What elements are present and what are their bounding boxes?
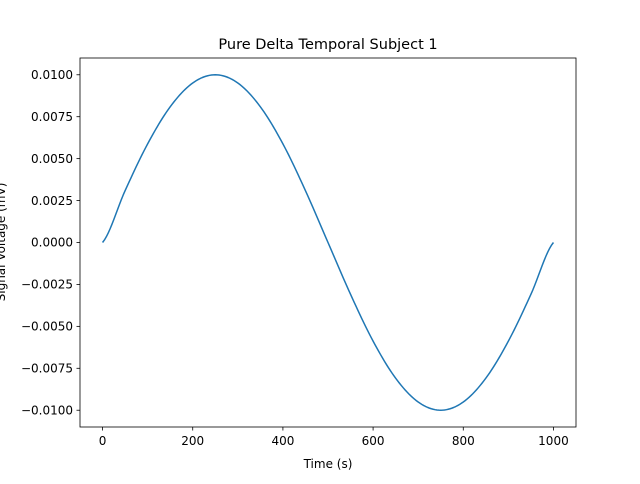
y-tick-label: −0.0050 xyxy=(21,320,73,334)
plot-area: 0 200 400 600 800 1000 0.0100 0.0075 0.0050 0.002… xyxy=(21,57,577,448)
y-tick-label: 0.0000 xyxy=(31,236,73,250)
series-line xyxy=(101,74,555,411)
x-axis-label: Time (s) xyxy=(303,457,353,471)
y-axis-label: Signal Voltage (mV) xyxy=(0,183,8,302)
x-tick-label: 1000 xyxy=(538,434,569,448)
y-tick-label: 0.0100 xyxy=(31,68,73,82)
y-tick-label: −0.0025 xyxy=(21,278,73,292)
x-tick-label: 200 xyxy=(181,434,204,448)
x-tick-label: 0 xyxy=(99,434,107,448)
y-tick-label: 0.0025 xyxy=(31,194,73,208)
x-tick-label: 800 xyxy=(452,434,475,448)
y-tick-label: −0.0100 xyxy=(21,403,73,417)
x-tick-label: 400 xyxy=(271,434,294,448)
chart-title: Pure Delta Temporal Subject 1 xyxy=(218,37,437,53)
x-tick-label: 600 xyxy=(362,434,385,448)
y-tick-label: −0.0075 xyxy=(21,361,73,375)
y-tick-label: 0.0075 xyxy=(31,110,73,124)
y-tick-label: 0.0050 xyxy=(31,152,73,166)
